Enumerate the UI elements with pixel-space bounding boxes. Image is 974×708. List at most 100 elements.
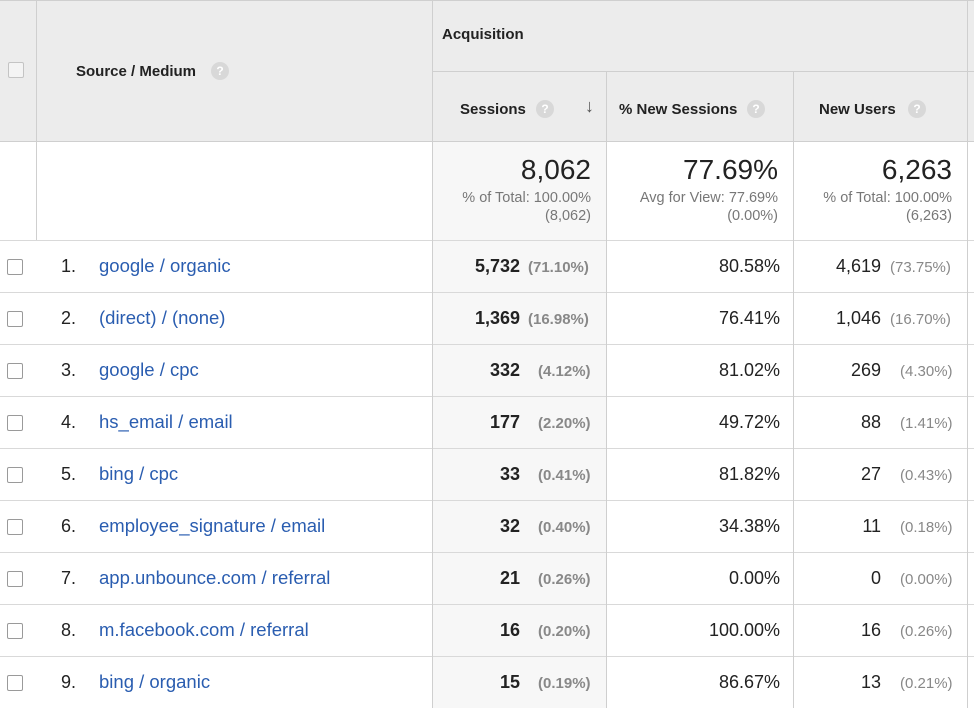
new-sessions-total-delta: (0.00%) bbox=[727, 208, 778, 224]
row-checkbox[interactable] bbox=[7, 415, 23, 431]
acquisition-header: Acquisition bbox=[442, 26, 524, 43]
row-index: 1. bbox=[61, 256, 77, 276]
divider bbox=[606, 71, 607, 708]
sessions-value: 33 bbox=[499, 464, 520, 484]
sessions-percent: (16.98%) bbox=[528, 311, 589, 328]
new-users-total-count: (6,263) bbox=[906, 208, 952, 224]
sessions-percent: (0.41%) bbox=[538, 467, 591, 484]
sessions-percent: (0.40%) bbox=[538, 519, 591, 536]
table-row: 6. employee_signature / email 32 (0.40%)… bbox=[0, 501, 974, 553]
new-users-header[interactable]: New Users bbox=[819, 101, 896, 118]
new-users-percent: (0.26%) bbox=[900, 623, 953, 640]
new-users-percent: (4.30%) bbox=[900, 363, 953, 380]
divider bbox=[0, 656, 974, 657]
source-medium-link[interactable]: bing / cpc bbox=[99, 463, 179, 484]
row-index: 5. bbox=[61, 464, 77, 484]
sessions-value: 177 bbox=[489, 412, 520, 432]
row-checkbox[interactable] bbox=[7, 467, 23, 483]
sessions-value: 16 bbox=[499, 620, 520, 640]
help-icon[interactable]: ? bbox=[211, 62, 229, 80]
new-users-value: 13 bbox=[860, 672, 881, 692]
row-checkbox[interactable] bbox=[7, 311, 23, 327]
source-medium-link[interactable]: (direct) / (none) bbox=[99, 307, 226, 328]
help-icon[interactable]: ? bbox=[908, 100, 926, 118]
new-users-percent: (0.18%) bbox=[900, 519, 953, 536]
sessions-percent: (0.20%) bbox=[538, 623, 591, 640]
table-header bbox=[0, 0, 974, 141]
new-sessions-value: 100.00% bbox=[708, 620, 780, 640]
row-checkbox[interactable] bbox=[7, 259, 23, 275]
table-row: 2. (direct) / (none) 1,369 (16.98%) 76.4… bbox=[0, 293, 974, 345]
select-all-checkbox[interactable] bbox=[8, 62, 24, 78]
divider bbox=[967, 0, 968, 708]
divider bbox=[0, 604, 974, 605]
source-medium-header[interactable]: Source / Medium bbox=[76, 63, 197, 80]
source-medium-link[interactable]: bing / organic bbox=[99, 671, 211, 692]
row-index: 2. bbox=[61, 308, 77, 328]
help-icon[interactable]: ? bbox=[747, 100, 765, 118]
row-index: 8. bbox=[61, 620, 77, 640]
row-index: 9. bbox=[61, 672, 77, 692]
row-index: 4. bbox=[61, 412, 77, 432]
new-sessions-pct-header[interactable]: % New Sessions bbox=[619, 101, 738, 118]
sessions-header[interactable]: Sessions bbox=[460, 101, 526, 118]
row-checkbox[interactable] bbox=[7, 623, 23, 639]
sessions-value: 1,369 bbox=[474, 308, 520, 328]
new-users-value: 27 bbox=[860, 464, 881, 484]
source-medium-link[interactable]: employee_signature / email bbox=[99, 515, 326, 536]
new-users-value: 0 bbox=[870, 568, 881, 588]
sessions-percent: (4.12%) bbox=[538, 363, 591, 380]
new-sessions-value: 86.67% bbox=[718, 672, 780, 692]
divider bbox=[0, 344, 974, 345]
row-index: 6. bbox=[61, 516, 77, 536]
divider bbox=[0, 396, 974, 397]
divider bbox=[793, 71, 794, 708]
new-users-percent: (1.41%) bbox=[900, 415, 953, 432]
sort-descending-icon[interactable]: ↓ bbox=[585, 96, 594, 116]
sessions-total: 8,062 bbox=[520, 154, 591, 185]
row-checkbox[interactable] bbox=[7, 519, 23, 535]
new-sessions-value: 80.58% bbox=[718, 256, 780, 276]
sessions-column-bg bbox=[432, 141, 606, 708]
row-checkbox[interactable] bbox=[7, 675, 23, 691]
row-checkbox[interactable] bbox=[7, 363, 23, 379]
row-index: 7. bbox=[61, 568, 77, 588]
new-sessions-value: 81.82% bbox=[718, 464, 780, 484]
source-medium-link[interactable]: hs_email / email bbox=[99, 411, 233, 432]
sessions-value: 21 bbox=[499, 568, 520, 588]
new-users-value: 88 bbox=[860, 412, 881, 432]
new-users-value: 269 bbox=[850, 360, 881, 380]
new-sessions-value: 76.41% bbox=[718, 308, 780, 328]
divider bbox=[0, 552, 974, 553]
new-users-percent: (16.70%) bbox=[890, 311, 951, 328]
source-medium-link[interactable]: google / organic bbox=[99, 255, 231, 276]
divider bbox=[0, 448, 974, 449]
row-index: 3. bbox=[61, 360, 77, 380]
sessions-percent: (71.10%) bbox=[528, 259, 589, 276]
source-medium-link[interactable]: m.facebook.com / referral bbox=[99, 619, 309, 640]
new-sessions-value: 81.02% bbox=[718, 360, 780, 380]
divider bbox=[432, 0, 433, 708]
new-sessions-total-note: Avg for View: 77.69% bbox=[639, 190, 778, 206]
table-row: 7. app.unbounce.com / referral 21 (0.26%… bbox=[0, 553, 974, 605]
new-sessions-value: 49.72% bbox=[718, 412, 780, 432]
new-users-percent: (73.75%) bbox=[890, 259, 951, 276]
sessions-percent: (0.26%) bbox=[538, 571, 591, 588]
sessions-total-count: (8,062) bbox=[545, 208, 591, 224]
sessions-value: 5,732 bbox=[474, 256, 520, 276]
divider bbox=[0, 0, 974, 1]
new-sessions-value: 34.38% bbox=[718, 516, 780, 536]
table-row: 8. m.facebook.com / referral 16 (0.20%) … bbox=[0, 605, 974, 657]
sessions-percent: (0.19%) bbox=[538, 675, 591, 692]
new-sessions-total: 77.69% bbox=[683, 154, 778, 185]
new-sessions-value: 0.00% bbox=[728, 568, 780, 588]
source-medium-link[interactable]: app.unbounce.com / referral bbox=[99, 567, 331, 588]
source-medium-link[interactable]: google / cpc bbox=[99, 359, 199, 380]
new-users-percent: (0.00%) bbox=[900, 571, 953, 588]
new-users-percent: (0.43%) bbox=[900, 467, 953, 484]
row-checkbox[interactable] bbox=[7, 571, 23, 587]
table-row: 9. bing / organic 15 (0.19%) 86.67% 13 (… bbox=[0, 657, 974, 708]
divider bbox=[0, 500, 974, 501]
help-icon[interactable]: ? bbox=[536, 100, 554, 118]
